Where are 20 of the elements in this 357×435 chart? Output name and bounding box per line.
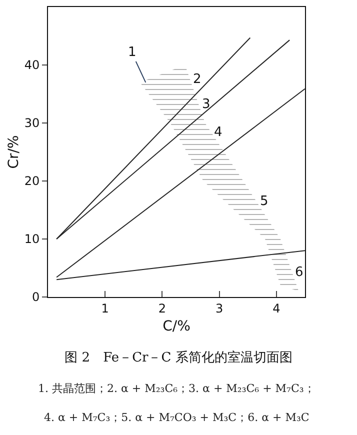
text: 图 2 Fe－Cr－C 系简化的室温切面图 [64,349,292,366]
annotation: 5 [260,194,268,209]
y-tick-label: 20 [24,174,40,188]
y-axis-title: Cr/% [6,135,22,169]
y-tick-label: 30 [24,116,40,130]
x-tick-label: 2 [158,301,166,316]
x-tick-label: 3 [216,301,224,316]
annotation: 4 [214,125,222,140]
x-tick-label: 1 [101,301,109,316]
y-tick-label: 0 [32,290,40,304]
annotation: 2 [193,72,202,87]
annotation: 3 [202,97,210,112]
text: 4. α + M₇C₃；5. α + M₇CO₃ + M₃C；6. α + M₃C [44,411,310,424]
x-axis-title: C/% [162,318,190,335]
x-tick-label: 4 [272,301,280,316]
y-tick-label: 10 [24,232,40,246]
text: 1. 共晶范围；2. α + M₂₃C₆；3. α + M₂₃C₆ + M₇C₃； [38,382,315,395]
annotation: 1 [128,45,136,60]
y-tick-label: 40 [24,58,40,72]
annotation: 6 [295,265,304,280]
